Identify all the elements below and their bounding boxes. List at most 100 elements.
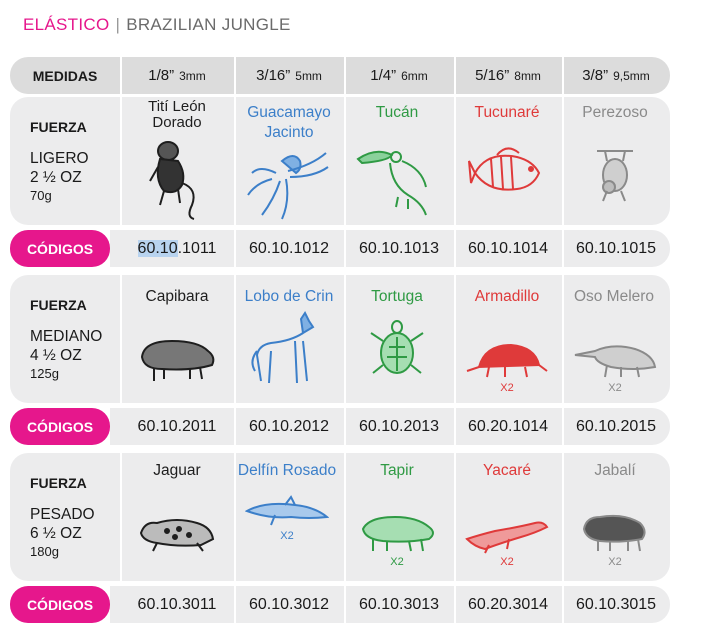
animal-tortuga: Tortuga (347, 287, 447, 385)
fuerza-level: PESADO (30, 506, 95, 523)
x2-label: X2 (500, 382, 514, 394)
jaguar-icon (139, 519, 215, 552)
measure-1-4: 1/4” 6mm (370, 67, 428, 84)
codes-row-ligero: CÓDIGOS 60.10.1011 60.10.1012 60.10.1013… (10, 230, 670, 267)
animal-titi-leon-dorado: Tití León Dorado (127, 99, 227, 221)
fuerza-label: FUERZA (30, 297, 87, 313)
animal-name: Delfín Rosado (237, 462, 337, 479)
fuerza-pesado: FUERZA PESADO 6 ½ OZ 180g (30, 475, 95, 560)
header-separator: | (115, 15, 121, 34)
animal-tucan: Tucán (347, 103, 447, 217)
animal-name: Capibara (145, 288, 209, 305)
page-header: ELÁSTICO | BRAZILIAN JUNGLE (23, 15, 291, 35)
armadillo-icon (466, 343, 548, 378)
animal-tucunare: Tucunaré (457, 103, 557, 209)
animal-name: Lobo de Crin (244, 288, 334, 305)
code-60-10-1012[interactable]: 60.10.1012 (248, 239, 330, 257)
toucan-icon (356, 150, 427, 216)
fuerza-ligero: FUERZA LIGERO 2 ½ OZ 70g (30, 119, 89, 204)
x2-label: X2 (390, 556, 404, 568)
measure-3-8: 3/8” 9,5mm (582, 67, 650, 84)
animal-jaguar: Jaguar (127, 461, 227, 557)
animal-perezoso: Perezoso (565, 103, 665, 205)
fuerza-label: FUERZA (30, 119, 87, 135)
fish-icon (468, 147, 541, 191)
code-60-10-3011[interactable]: 60.10.3011 (137, 595, 217, 613)
code-60-10-1011[interactable]: 60.10.1011 (137, 239, 217, 257)
animal-armadillo: Armadillo X2 (457, 287, 557, 394)
x2-label: X2 (608, 382, 622, 394)
fuerza-label: FUERZA (30, 475, 87, 491)
animal-guacamayo-jacinto: Guacamayo Jacinto (237, 103, 337, 223)
brand-title: ELÁSTICO (23, 15, 110, 34)
x2-label: X2 (280, 530, 294, 542)
monkey-icon (149, 141, 195, 220)
code-60-10-1014[interactable]: 60.10.1014 (467, 239, 549, 257)
code-60-10-2012[interactable]: 60.10.2012 (248, 417, 330, 435)
animal-name: Perezoso (582, 104, 648, 121)
animal-tapir: Tapir X2 (347, 461, 447, 568)
codes-row-mediano: CÓDIGOS 60.10.2011 60.10.2012 60.10.2013… (10, 408, 670, 445)
capybara-icon (140, 339, 215, 381)
animal-lobo-de-crin: Lobo de Crin (237, 287, 337, 391)
code-60-10-2015[interactable]: 60.10.2015 (575, 417, 657, 435)
animal-name: Yacaré (483, 462, 531, 479)
code-60-10-3013[interactable]: 60.10.3013 (358, 595, 440, 613)
macaw-icon (247, 152, 329, 220)
code-60-10-3012[interactable]: 60.10.3012 (248, 595, 330, 613)
animal-yacare: Yacaré X2 (457, 461, 557, 568)
codes-row-pesado: CÓDIGOS 60.10.3011 60.10.3012 60.10.3013… (10, 586, 670, 623)
animal-oso-melero: Oso Melero X2 (565, 287, 665, 394)
animal-name: Tití León Dorado (148, 98, 206, 131)
section-pesado: FUERZA PESADO 6 ½ OZ 180g Jaguar Delfín … (10, 453, 670, 581)
animal-name: Tucán (375, 104, 419, 121)
fuerza-oz: 2 ½ OZ (30, 169, 82, 186)
fuerza-level: MEDIANO (30, 328, 103, 345)
measure-3-16: 3/16” 5mm (256, 67, 322, 84)
fuerza-grams: 180g (30, 544, 59, 559)
fuerza-level: LIGERO (30, 150, 89, 167)
codes-label: CÓDIGOS (10, 586, 110, 623)
caiman-icon (465, 521, 549, 554)
measures-label: MEDIDAS (32, 67, 98, 84)
animal-name: Guacamayo Jacinto (247, 104, 331, 141)
animal-name: Jabalí (594, 462, 636, 479)
code-60-10-2011[interactable]: 60.10.2011 (137, 417, 217, 435)
animal-name: Tucunaré (474, 104, 540, 121)
animal-name: Tapir (380, 462, 414, 479)
code-60-10-1013[interactable]: 60.10.1013 (358, 239, 440, 257)
boar-icon (582, 514, 646, 552)
wolf-icon (251, 311, 315, 384)
tapir-icon (361, 515, 434, 552)
fuerza-oz: 4 ½ OZ (30, 347, 82, 364)
text-selection: 60.10 (137, 239, 178, 257)
measures-row: MEDIDAS 1/8” 3mm 3/16” 5mm 1/4” 6mm 5/16” 8m… (10, 57, 670, 94)
code-60-20-1014[interactable]: 60.20.1014 (467, 417, 549, 435)
code-60-10-2013[interactable]: 60.10.2013 (358, 417, 440, 435)
animal-capibara: Capibara (127, 287, 227, 389)
fuerza-oz: 6 ½ OZ (30, 525, 82, 542)
code-60-10-3015[interactable]: 60.10.3015 (575, 595, 657, 613)
codes-label: CÓDIGOS (10, 230, 110, 267)
sloth-icon (597, 150, 633, 202)
measure-1-8: 1/8” 3mm (148, 67, 206, 84)
animal-name: Armadillo (474, 288, 540, 305)
section-mediano: FUERZA MEDIANO 4 ½ OZ 125g Capibara Lobo… (10, 275, 670, 403)
fuerza-grams: 125g (30, 366, 59, 381)
animal-name: Jaguar (153, 462, 201, 479)
codes-label: CÓDIGOS (10, 408, 110, 445)
fuerza-grams: 70g (30, 188, 52, 203)
dolphin-icon (245, 495, 329, 526)
animal-jabali: Jabalí X2 (565, 461, 665, 568)
fuerza-mediano: FUERZA MEDIANO 4 ½ OZ 125g (30, 297, 102, 382)
x2-label: X2 (608, 556, 622, 568)
animal-name: Oso Melero (573, 288, 655, 305)
section-ligero: FUERZA LIGERO 2 ½ OZ 70g Tití León Dorad… (10, 97, 670, 225)
code-60-20-3014[interactable]: 60.20.3014 (467, 595, 549, 613)
x2-label: X2 (500, 556, 514, 568)
header-subtitle: BRAZILIAN JUNGLE (126, 15, 291, 34)
animal-name: Tortuga (371, 288, 423, 305)
animal-delfin-rosado: Delfín Rosado X2 (237, 461, 337, 542)
turtle-icon (370, 320, 424, 374)
code-60-10-1015[interactable]: 60.10.1015 (575, 239, 657, 257)
